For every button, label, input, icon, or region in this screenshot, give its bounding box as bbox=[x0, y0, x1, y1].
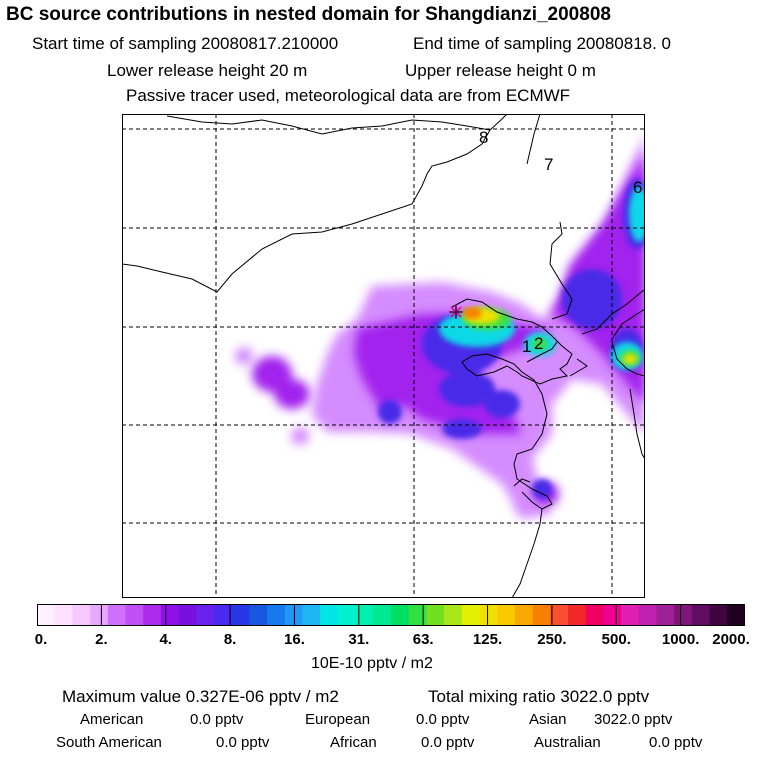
american-label: American bbox=[80, 711, 144, 728]
colorbar-tick-label: 31. bbox=[348, 631, 370, 648]
colorbar-cell bbox=[72, 604, 91, 626]
colorbar-tick-label: 2. bbox=[95, 631, 108, 648]
colorbar-cell bbox=[37, 604, 56, 626]
colorbar-cell bbox=[196, 604, 215, 626]
african-label: African bbox=[330, 734, 377, 751]
colorbar-cell bbox=[479, 604, 498, 626]
plot-title: BC source contributions in nested domain… bbox=[6, 4, 611, 25]
colorbar-cell bbox=[160, 604, 180, 626]
end-time: End time of sampling 20080818. 0 bbox=[413, 34, 672, 53]
colorbar-cell bbox=[125, 604, 144, 626]
colorbar-tick-label: 250. bbox=[537, 631, 567, 648]
colorbar-tick-label: 0. bbox=[34, 631, 48, 648]
colorbar-tick-label: 2000. bbox=[712, 631, 750, 648]
total-mixing-ratio: Total mixing ratio 3022.0 pptv bbox=[428, 687, 650, 706]
colorbar-cell bbox=[178, 604, 197, 626]
colorbar-cell bbox=[638, 604, 658, 626]
african-value: 0.0 pptv bbox=[421, 734, 475, 751]
colorbar-tick-label: 63. bbox=[412, 631, 434, 648]
south-american-label: South American bbox=[56, 734, 162, 751]
south-american-value: 0.0 pptv bbox=[216, 734, 270, 751]
region-label-7: 7 bbox=[544, 155, 553, 174]
colorbar-cell bbox=[302, 604, 321, 626]
start-time: Start time of sampling 20080817.210000 bbox=[32, 34, 339, 53]
upper-release-height: Upper release height 0 m bbox=[405, 61, 596, 80]
colorbar-cell bbox=[267, 604, 286, 626]
asian-label: Asian bbox=[529, 711, 567, 728]
european-label: European bbox=[305, 711, 371, 728]
lat-lon-grid bbox=[122, 114, 645, 598]
colorbar-cell bbox=[444, 604, 463, 626]
colorbar-cell bbox=[249, 604, 268, 626]
region-label-6: 6 bbox=[633, 178, 642, 197]
colorbar-cell bbox=[656, 604, 675, 626]
european-value: 0.0 pptv bbox=[416, 711, 470, 728]
colorbar-cell bbox=[550, 604, 569, 626]
source-contribution-map: 8 7 6 1 2 bbox=[122, 114, 645, 598]
colorbar-tick-label: 4. bbox=[159, 631, 172, 648]
colorbar-cell bbox=[143, 604, 162, 626]
asian-value: 3022.0 pptv bbox=[594, 711, 673, 728]
maximum-value: Maximum value 0.327E-06 pptv / m2 bbox=[62, 687, 339, 706]
colorbar-cell bbox=[691, 604, 711, 626]
american-value: 0.0 pptv bbox=[190, 711, 244, 728]
colorbar-cell bbox=[426, 604, 445, 626]
colorbar-cell bbox=[727, 604, 745, 626]
region-label-2: 2 bbox=[534, 334, 543, 353]
colorbar-cell bbox=[585, 604, 604, 626]
lower-release-height: Lower release height 20 m bbox=[107, 61, 308, 80]
colorbar-tick-label: 125. bbox=[472, 631, 503, 648]
colorbar-cell bbox=[461, 604, 481, 626]
colorbar-cell bbox=[408, 604, 427, 626]
coastlines bbox=[122, 114, 645, 598]
region-label-1: 1 bbox=[522, 337, 531, 356]
colorbar-cell bbox=[355, 604, 374, 626]
colorbar-units: 10E-10 pptv / m2 bbox=[311, 655, 433, 672]
colorbar-cell bbox=[320, 604, 339, 626]
australian-value: 0.0 pptv bbox=[649, 734, 703, 751]
colorbar-tick-label: 8. bbox=[223, 631, 237, 648]
colorbar-cell bbox=[90, 604, 109, 626]
colorbar-cell bbox=[603, 604, 622, 626]
colorbar-cell bbox=[674, 604, 693, 626]
colorbar-cell bbox=[391, 604, 410, 626]
colorbar-cell bbox=[514, 604, 534, 626]
colorbar-tick-label: 16. bbox=[284, 631, 305, 648]
tracer-note: Passive tracer used, meteorological data… bbox=[126, 86, 571, 105]
colorbar-tick-label: 1000. bbox=[661, 631, 700, 648]
colorbar-tick-label: 500. bbox=[601, 631, 631, 648]
colorbar-cell bbox=[214, 604, 233, 626]
colorbar-cell bbox=[497, 604, 516, 626]
plume-field: 8 7 6 1 2 bbox=[122, 114, 645, 598]
colorbar-cell bbox=[54, 604, 73, 626]
colorbar bbox=[37, 604, 745, 626]
colorbar-cell bbox=[373, 604, 392, 626]
colorbar-cell bbox=[532, 604, 551, 626]
region-label-8: 8 bbox=[479, 128, 488, 147]
colorbar-cell bbox=[709, 604, 728, 626]
colorbar-cell bbox=[568, 604, 587, 626]
colorbar-cell bbox=[337, 604, 357, 626]
australian-label: Australian bbox=[534, 734, 601, 751]
colorbar-cell bbox=[231, 604, 250, 626]
colorbar-cell bbox=[621, 604, 640, 626]
colorbar-cell bbox=[107, 604, 127, 626]
